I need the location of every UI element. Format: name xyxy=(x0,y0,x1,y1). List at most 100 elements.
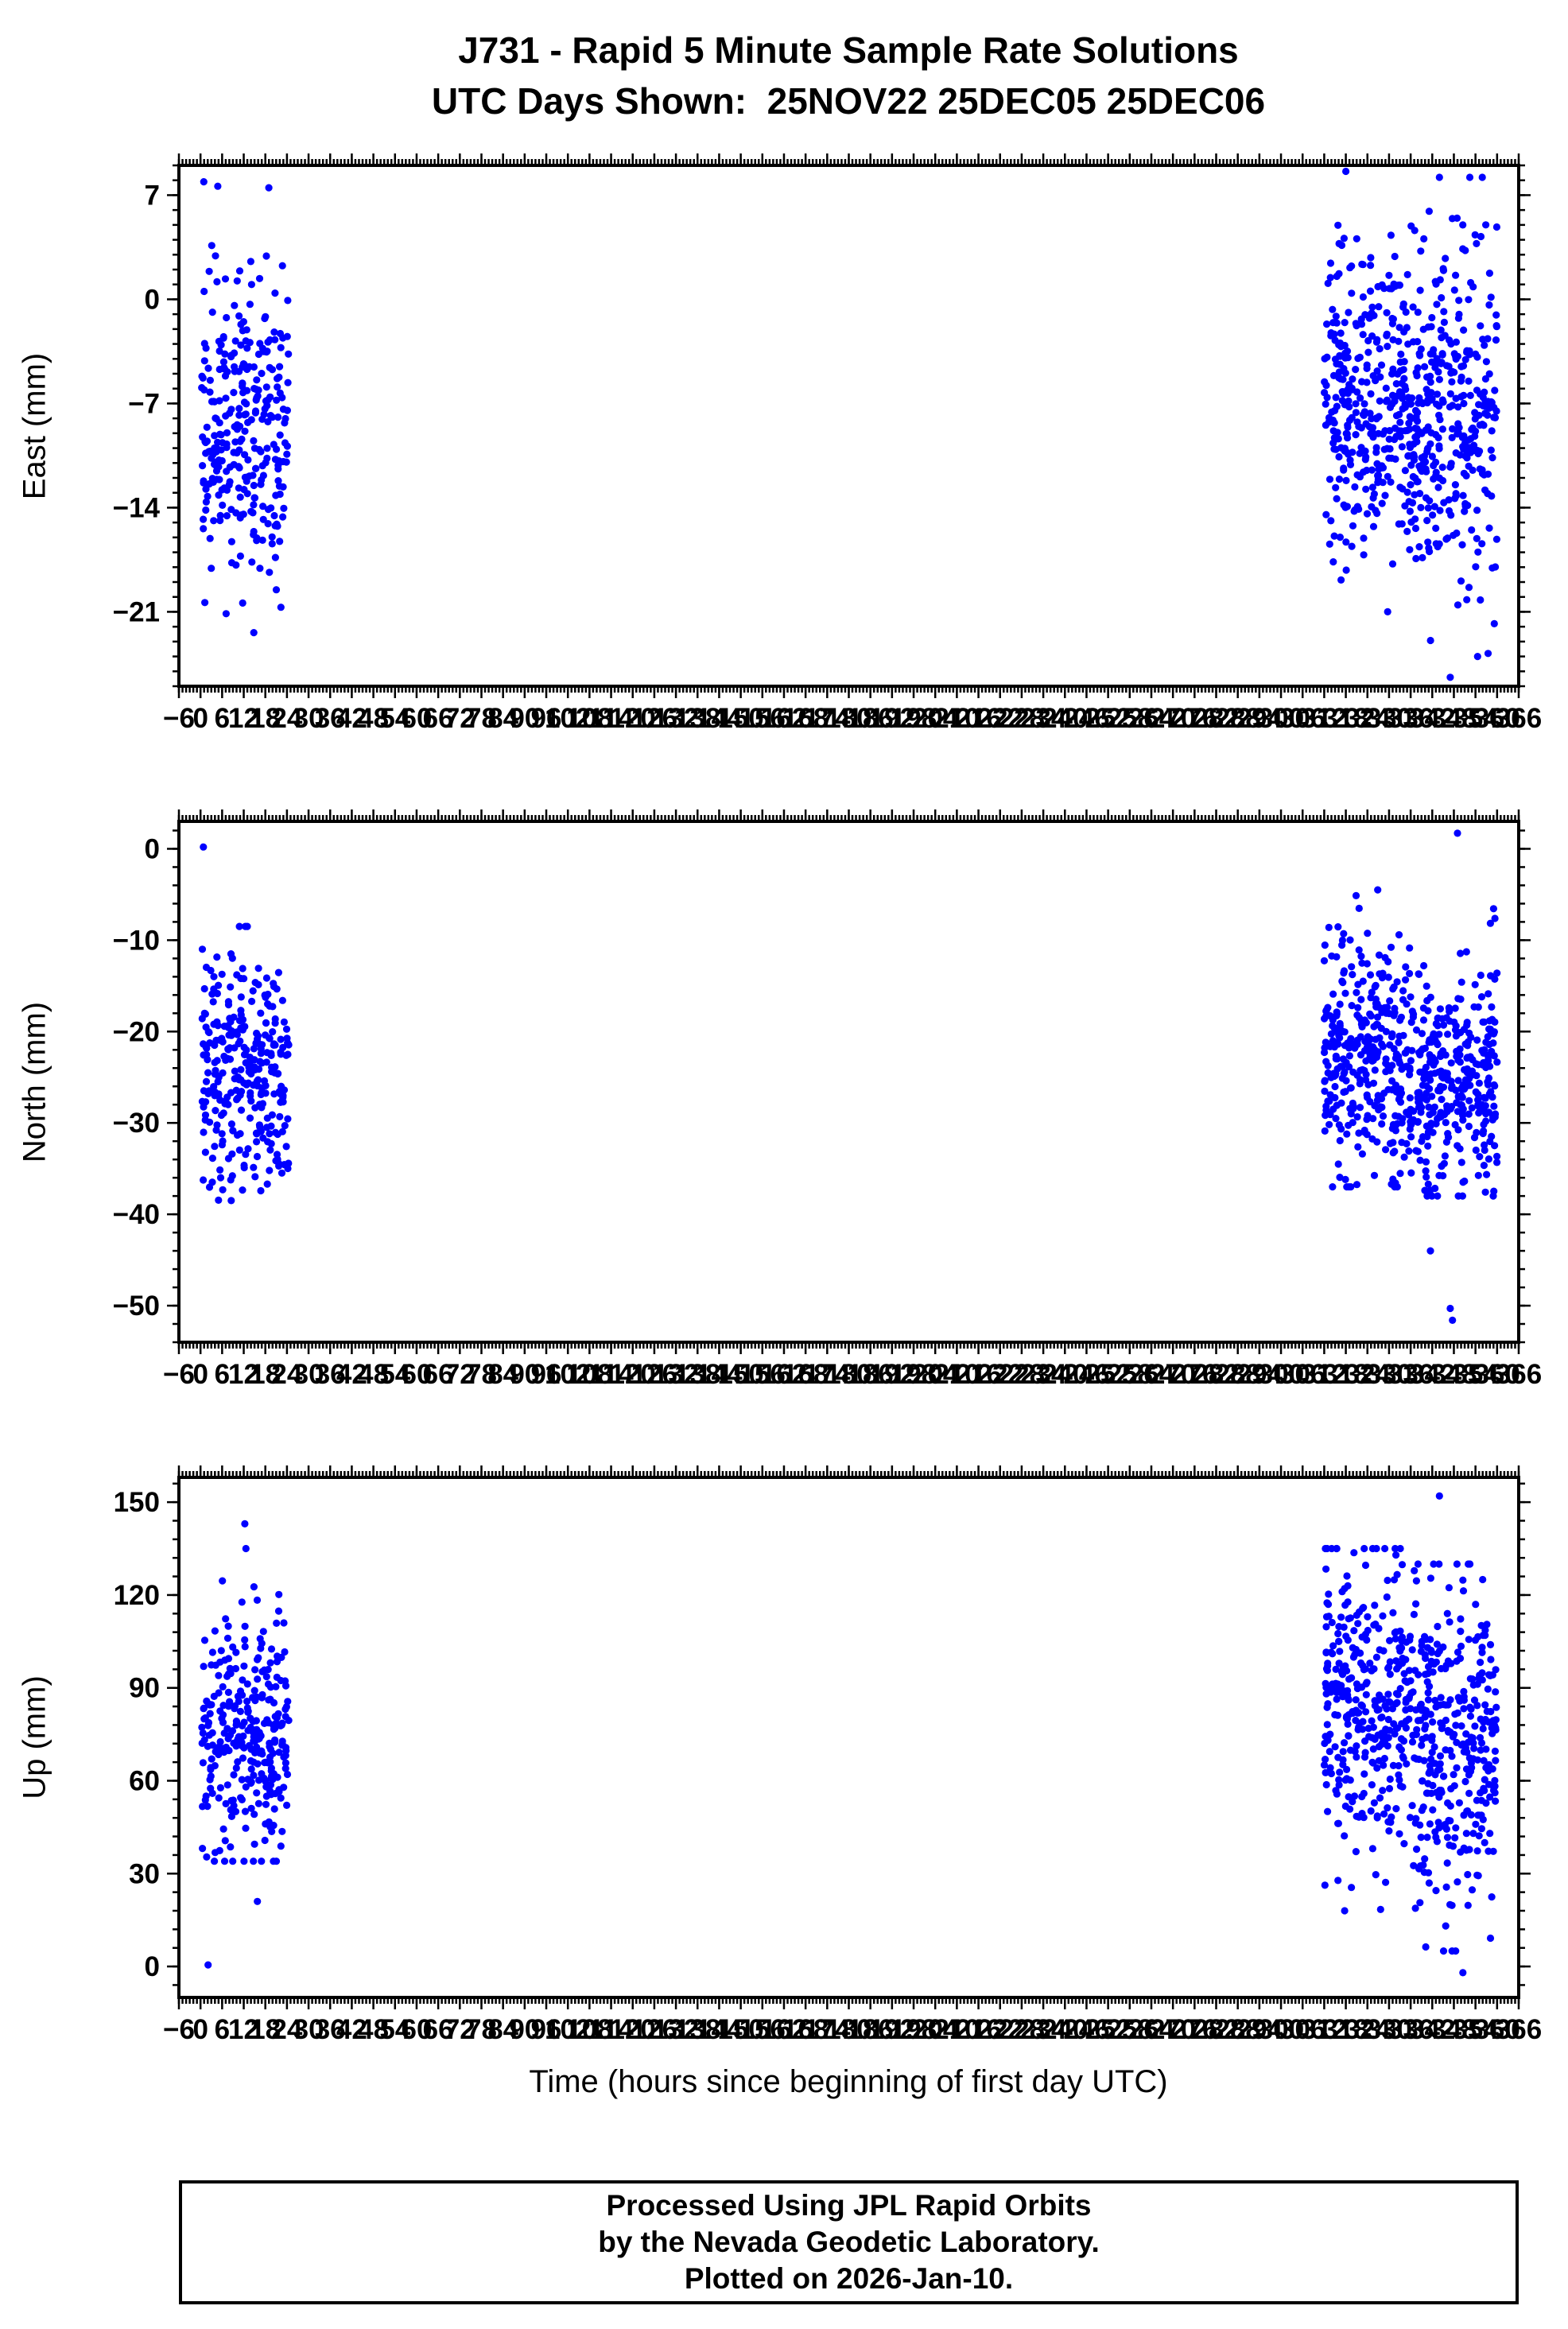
data-point xyxy=(1457,1159,1465,1166)
data-point xyxy=(1348,289,1356,297)
x-tick-label: 144 xyxy=(696,703,743,734)
data-point xyxy=(243,477,250,485)
data-point xyxy=(1489,1192,1497,1200)
data-point xyxy=(1393,1570,1401,1578)
data-point xyxy=(1491,1776,1499,1784)
data-point xyxy=(1342,566,1350,574)
x-tick-label: 258 xyxy=(1107,2014,1153,2045)
data-point xyxy=(281,1122,289,1130)
data-point xyxy=(213,1121,221,1129)
data-point-outlier xyxy=(1449,1316,1457,1324)
data-point xyxy=(1424,1789,1432,1797)
data-point xyxy=(1457,393,1465,401)
data-point xyxy=(1369,522,1378,530)
data-point xyxy=(1328,1618,1336,1627)
data-point xyxy=(1326,1764,1334,1772)
data-point xyxy=(1486,919,1494,927)
data-point xyxy=(1452,355,1460,363)
data-point xyxy=(254,1035,262,1043)
data-point xyxy=(1391,1004,1399,1012)
data-point xyxy=(1369,494,1377,502)
data-point xyxy=(198,1739,206,1747)
data-point xyxy=(1447,511,1455,519)
data-point xyxy=(1359,261,1367,269)
x-tick-label: 174 xyxy=(804,1359,851,1390)
data-point xyxy=(235,267,244,275)
data-point xyxy=(262,383,270,391)
data-point xyxy=(1369,1665,1377,1673)
data-point xyxy=(1468,1886,1477,1894)
data-point xyxy=(1416,1050,1424,1059)
data-point xyxy=(212,1107,219,1115)
x-tick-label: 72 xyxy=(444,1359,475,1390)
data-point xyxy=(1464,1901,1472,1909)
data-point xyxy=(1395,1662,1403,1670)
data-point xyxy=(1344,1720,1352,1728)
data-point xyxy=(1360,400,1368,408)
data-point xyxy=(1415,1755,1423,1764)
x-tick-label: 24 xyxy=(271,2014,302,2045)
data-point xyxy=(200,357,208,365)
data-point xyxy=(233,1028,241,1036)
data-point xyxy=(216,1166,224,1174)
data-point xyxy=(278,262,286,270)
data-point xyxy=(259,515,267,523)
data-point xyxy=(1391,1730,1399,1738)
data-point xyxy=(256,565,264,573)
x-tick-label: 222 xyxy=(976,2014,1023,2045)
x-tick-label: 336 xyxy=(1388,703,1434,734)
data-point xyxy=(1491,386,1499,394)
data-point xyxy=(223,1781,231,1789)
data-point xyxy=(1485,1025,1493,1033)
data-point xyxy=(1360,1046,1369,1054)
data-point xyxy=(1454,995,1462,1003)
data-point xyxy=(1480,1162,1488,1170)
data-point xyxy=(1352,366,1360,374)
data-point xyxy=(1384,973,1392,981)
data-point xyxy=(269,1003,277,1011)
data-point xyxy=(1490,1722,1499,1729)
data-point xyxy=(1402,386,1410,394)
data-point xyxy=(201,1010,209,1018)
x-tick-label: 216 xyxy=(955,1359,1001,1390)
data-point xyxy=(1337,576,1345,584)
data-point xyxy=(258,1857,266,1865)
data-point xyxy=(279,1098,287,1106)
panel-north-tick-labels: −60 6121824303642485460667278849096102108… xyxy=(113,834,1543,1391)
data-point xyxy=(1379,1042,1387,1050)
data-point xyxy=(1376,1646,1384,1654)
data-point xyxy=(1356,394,1364,402)
data-point xyxy=(232,1648,240,1656)
data-point xyxy=(1410,440,1418,448)
data-point xyxy=(282,1025,291,1033)
data-point xyxy=(1477,1746,1485,1754)
data-point xyxy=(278,1739,286,1748)
data-point xyxy=(1380,1810,1388,1818)
x-tick-label: 6 xyxy=(215,2014,230,2045)
data-point xyxy=(1469,447,1477,455)
x-tick-label: 120 xyxy=(609,2014,655,2045)
data-point xyxy=(219,1137,227,1145)
data-point xyxy=(1324,1069,1332,1077)
data-point xyxy=(1419,1803,1427,1811)
data-point xyxy=(1454,1694,1462,1702)
data-point xyxy=(1491,914,1499,922)
x-tick-label: 54 xyxy=(379,2014,410,2045)
data-point xyxy=(1391,252,1399,261)
data-point xyxy=(1491,1782,1499,1790)
data-point xyxy=(1371,1601,1379,1609)
data-point xyxy=(1441,1152,1449,1160)
data-point xyxy=(243,1680,251,1688)
x-tick-label: 264 xyxy=(1128,2014,1175,2045)
x-tick-label: 168 xyxy=(782,703,829,734)
data-point xyxy=(1473,1036,1481,1044)
data-point xyxy=(1417,247,1425,255)
x-tick-label: 246 xyxy=(1063,1359,1109,1390)
data-point xyxy=(1359,293,1367,301)
data-point xyxy=(1419,1004,1427,1012)
data-point xyxy=(1472,1601,1480,1609)
data-point xyxy=(1460,1705,1468,1713)
data-point xyxy=(1451,1834,1459,1842)
data-point xyxy=(1465,1074,1473,1083)
data-point xyxy=(231,301,239,309)
